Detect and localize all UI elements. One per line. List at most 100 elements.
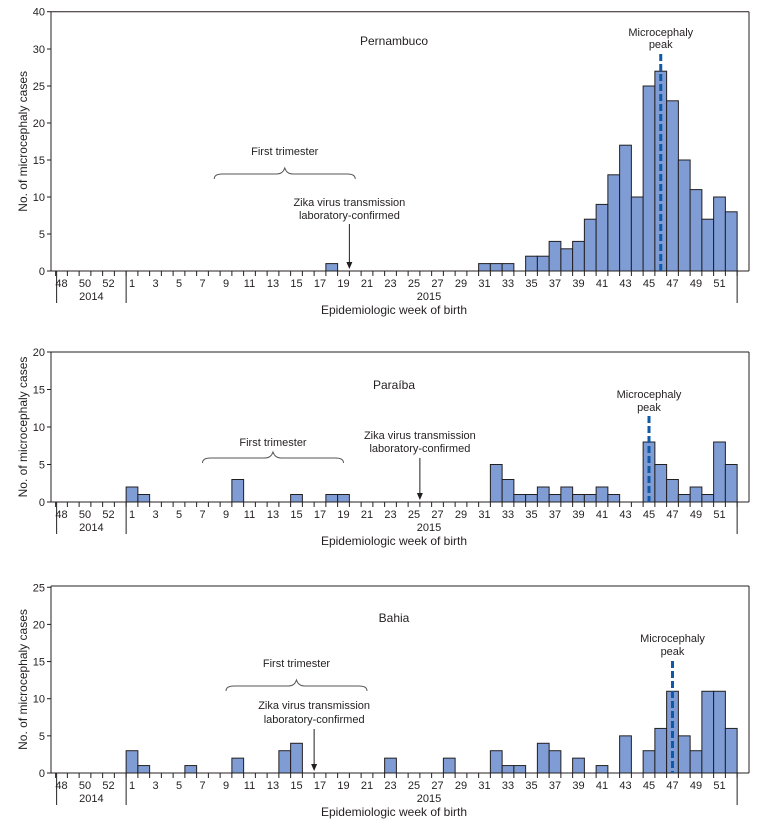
- y-tick-label: 20: [33, 347, 45, 359]
- x-tick-label: 21: [361, 278, 373, 290]
- year-label-2014: 2014: [79, 291, 103, 303]
- bar-week-23: [384, 757, 397, 774]
- bar-week-37: [548, 750, 562, 774]
- y-tick-label: 5: [39, 460, 45, 472]
- bar-week-48: [677, 494, 691, 503]
- x-tick-label: 7: [199, 509, 205, 521]
- x-tick-label: 48: [55, 278, 67, 290]
- bar-week-15: [290, 494, 303, 503]
- first-trimester-bracket: [202, 450, 344, 464]
- year-label-2014: 2014: [79, 793, 103, 805]
- y-tick-label: 40: [33, 7, 45, 19]
- bar-week-33: [501, 765, 515, 774]
- y-tick-label: 15: [33, 657, 45, 669]
- x-tick-label: 47: [666, 509, 678, 521]
- peak-label-line2: peak: [649, 39, 673, 51]
- x-tick-label: 33: [502, 509, 514, 521]
- x-tick-label: 45: [643, 278, 655, 290]
- bar-week-6: [184, 765, 198, 774]
- bar-week-32: [489, 263, 503, 272]
- zika-label-line2: laboratory-confirmed: [369, 443, 470, 455]
- x-tick-label: 39: [572, 780, 584, 792]
- x-tick-label: 52: [102, 780, 114, 792]
- x-tick-label: 3: [152, 780, 158, 792]
- bar-week-50: [701, 218, 715, 272]
- x-tick-label: 23: [384, 780, 396, 792]
- bar-week-38: [560, 486, 574, 503]
- x-tick-label: 49: [690, 509, 702, 521]
- x-tick-label: 5: [176, 780, 182, 792]
- bar-week-10: [231, 757, 245, 774]
- y-tick-label: 5: [39, 731, 45, 743]
- zika-label-line1: Zika virus transmission: [364, 430, 476, 442]
- x-tick-label: 27: [431, 509, 443, 521]
- x-tick-label: 31: [478, 509, 490, 521]
- x-tick-label: 33: [502, 780, 514, 792]
- bar-week-35: [525, 494, 538, 503]
- y-tick-label: 20: [33, 619, 45, 631]
- y-tick-label: 20: [33, 118, 45, 130]
- bar-week-50: [701, 690, 715, 774]
- x-tick-label: 11: [244, 780, 255, 792]
- year-label-2015: 2015: [417, 793, 441, 805]
- bar-week-45: [642, 750, 656, 774]
- bar-week-47: [666, 100, 679, 272]
- bar-week-43: [619, 144, 632, 272]
- x-tick-label: 5: [176, 278, 182, 290]
- x-tick-label: 49: [690, 780, 702, 792]
- first-trimester-bracket: [225, 678, 368, 692]
- bar-week-32: [489, 464, 503, 503]
- peak-label-line1: Microcephaly: [628, 27, 693, 39]
- x-tick-label: 13: [267, 780, 279, 792]
- bar-week-42: [607, 494, 621, 503]
- x-tick-label: 48: [55, 509, 67, 521]
- zika-label-line2: laboratory-confirmed: [264, 714, 365, 726]
- x-tick-label: 17: [314, 509, 326, 521]
- y-tick-label: 5: [39, 229, 45, 241]
- bar-week-47: [666, 479, 679, 503]
- x-tick-label: 51: [713, 509, 725, 521]
- x-tick-label: 50: [79, 780, 91, 792]
- x-tick-label: 15: [290, 278, 302, 290]
- bar-week-52: [724, 727, 738, 774]
- x-tick-label: 19: [337, 780, 349, 792]
- first-trimester-label: First trimester: [251, 146, 319, 158]
- year-label-2014: 2014: [79, 522, 103, 534]
- first-trimester-label: First trimester: [263, 658, 331, 670]
- x-tick-label: 9: [223, 509, 229, 521]
- x-tick-label: 15: [290, 509, 302, 521]
- bar-week-49: [689, 486, 703, 503]
- x-tick-label: 29: [455, 780, 467, 792]
- bar-week-36: [536, 255, 550, 272]
- x-tick-label: 35: [525, 278, 537, 290]
- x-tick-label: 41: [596, 780, 608, 792]
- bar-week-43: [619, 735, 632, 774]
- bar-week-46: [654, 727, 668, 774]
- zika-label-line1: Zika virus transmission: [293, 197, 405, 209]
- bar-week-34: [513, 494, 527, 503]
- x-tick-label: 7: [199, 780, 205, 792]
- x-tick-label: 49: [690, 278, 702, 290]
- bar-week-37: [548, 494, 562, 503]
- x-tick-label: 37: [549, 509, 561, 521]
- bar-week-31: [478, 263, 491, 272]
- x-tick-label: 11: [244, 509, 255, 521]
- bar-week-19: [337, 494, 350, 503]
- bar-week-40: [583, 494, 597, 503]
- bar-week-41: [595, 765, 609, 774]
- bar-week-2: [137, 494, 151, 503]
- bar-week-34: [513, 765, 527, 774]
- bar-week-10: [231, 479, 245, 503]
- x-tick-label: 37: [549, 278, 561, 290]
- bar-week-52: [724, 211, 738, 272]
- x-tick-label: 29: [455, 278, 467, 290]
- bar-week-1: [125, 486, 139, 503]
- bar-week-48: [677, 735, 691, 774]
- bar-week-49: [689, 750, 703, 774]
- x-tick-label: 41: [596, 278, 608, 290]
- x-tick-label: 1: [129, 278, 135, 290]
- bar-week-39: [572, 240, 585, 272]
- panel-title: Paraíba: [373, 378, 415, 392]
